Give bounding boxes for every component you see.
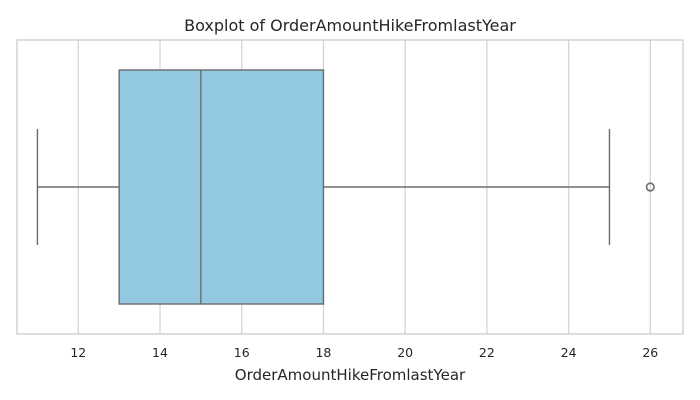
x-tick-label-12: 12 [70, 345, 86, 360]
x-tick-label-22: 22 [479, 345, 495, 360]
plot-frame [16, 39, 684, 335]
x-tick-label-24: 24 [561, 345, 577, 360]
x-tick-label-26: 26 [642, 345, 658, 360]
chart-title: Boxplot of OrderAmountHikeFromlastYear [184, 16, 516, 35]
x-tick-label-14: 14 [152, 345, 168, 360]
plot-area [36, 69, 655, 305]
x-tick-label-20: 20 [397, 345, 413, 360]
x-tick-label-16: 16 [234, 345, 250, 360]
outlier-point [645, 182, 655, 192]
x-tick-label-18: 18 [315, 345, 331, 360]
iqr-box [118, 69, 325, 305]
x-axis-ticks: 12 14 16 18 20 22 24 26 [70, 345, 658, 360]
x-axis-label: OrderAmountHikeFromlastYear [235, 366, 466, 384]
